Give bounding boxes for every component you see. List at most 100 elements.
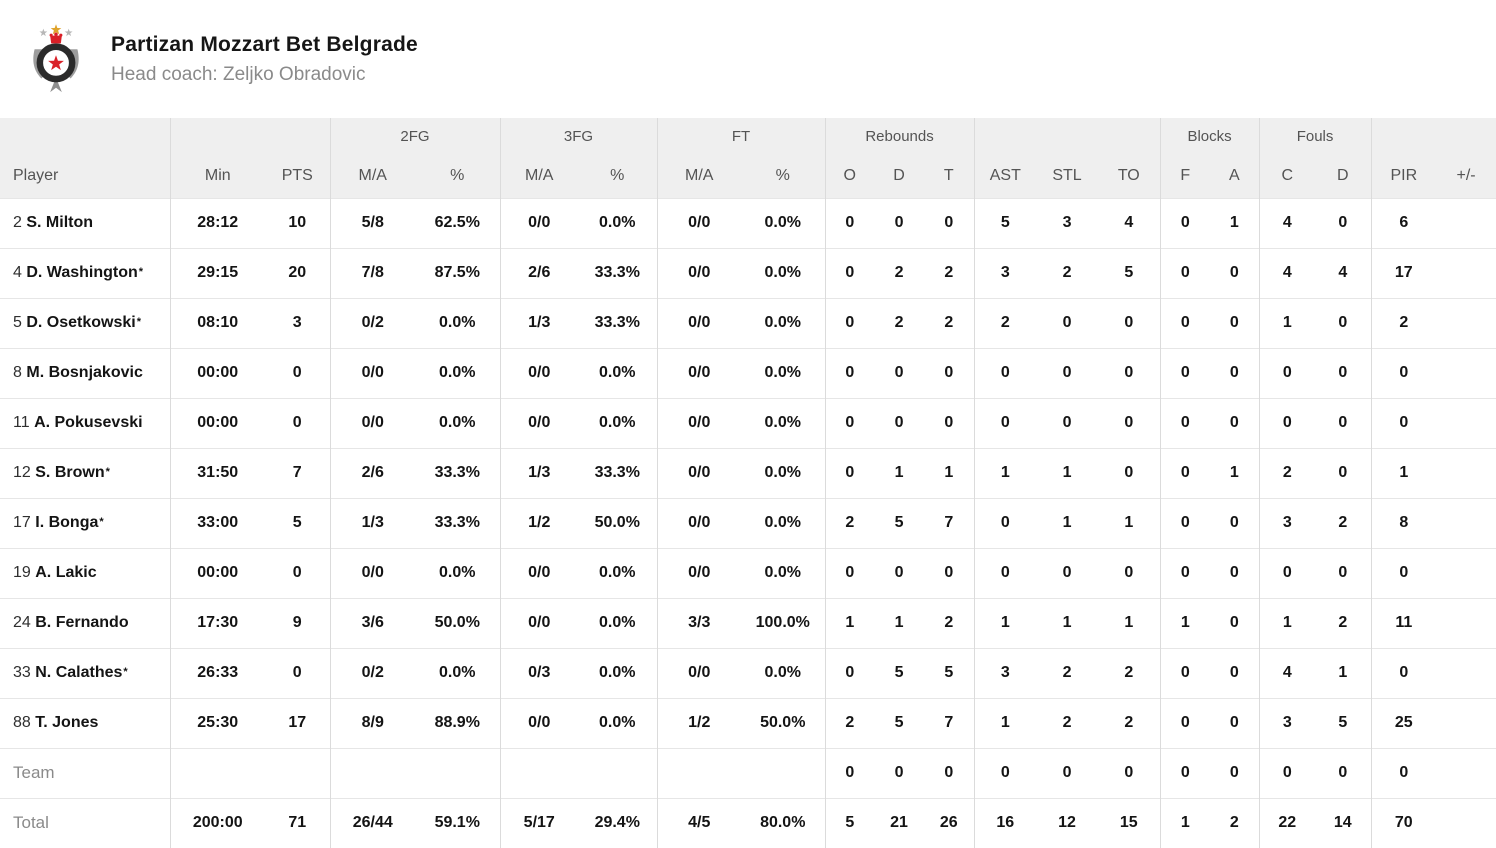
stat-reb-t: 0 [924,747,975,798]
stat-fg2-pct: 88.9% [415,697,500,748]
jersey-number: 12 [13,464,31,481]
col-foul-c: C [1258,155,1316,198]
col-foul-d: D [1315,155,1372,198]
stat-plus-minus [1436,497,1496,548]
stat-fg2-pct: 0.0% [415,397,500,448]
col-ft-ma: M/A [656,155,741,198]
stat-foul-c: 22 [1258,797,1316,848]
stat-fg3-pct: 29.4% [578,797,657,848]
stat-foul-c: 4 [1258,247,1316,298]
stat-plus-minus [1436,297,1496,348]
stat-plus-minus [1436,797,1496,848]
stat-fg3-pct: 0.0% [578,197,657,248]
stat-pir: 70 [1370,797,1437,848]
jersey-number: 5 [13,314,22,331]
stat-fg3-pct: 33.3% [578,297,657,348]
player-name: S. Brown [35,464,105,481]
stat-fg3-ma: 0/0 [499,547,578,598]
stat-stl: 2 [1036,697,1099,748]
jersey-number: 19 [13,564,31,581]
stat-ast: 0 [973,547,1037,598]
stat-fg3-ma: 0/3 [499,647,578,698]
stat-min: 33:00 [169,497,265,548]
stat-reb-t: 2 [924,247,975,298]
player-row: 24 B. Fernando 17:30 9 3/6 50.0% 0/0 0.0% 3/3 10… [0,597,1496,648]
player-cell: 5 D. Osetkowski* [0,297,170,348]
stat-blk-f: 0 [1159,547,1211,598]
stat-fg2-pct: 87.5% [415,247,500,298]
stat-ft-pct: 0.0% [741,547,826,598]
stat-foul-d: 0 [1315,197,1372,248]
stat-stl: 1 [1036,597,1099,648]
row-label-cell: Total [0,797,170,848]
stat-fg3-ma: 2/6 [499,247,578,298]
player-row: 17 I. Bonga* 33:00 5 1/3 33.3% 1/2 50.0% 0/0 0.0… [0,497,1496,548]
box-score-table: 2FG 3FG FT Rebounds Blocks Fouls Player … [0,118,1496,848]
starter-asterisk: * [138,266,144,278]
jersey-number: 11 [13,414,30,431]
stat-min: 08:10 [169,297,265,348]
group-player-spacer [0,118,170,155]
stat-fg2-pct [415,747,500,798]
stat-min: 26:33 [169,647,265,698]
group-ft: FT [656,118,826,155]
player-row: 88 T. Jones 25:30 17 8/9 88.9% 0/0 0.0% 1/2 50.0… [0,697,1496,748]
stat-reb-t: 7 [924,697,975,748]
stat-pir: 17 [1370,247,1437,298]
stat-reb-o: 0 [824,447,875,498]
stat-fg3-ma: 0/0 [499,347,578,398]
stat-ft-ma: 4/5 [656,797,741,848]
stat-reb-d: 5 [874,647,925,698]
stat-reb-d: 5 [874,497,925,548]
col-2fg-pct: % [415,155,500,198]
stat-reb-t: 1 [924,447,975,498]
stat-reb-d: 2 [874,247,925,298]
stat-to: 4 [1098,197,1161,248]
stat-to: 15 [1098,797,1161,848]
stat-pir: 0 [1370,547,1437,598]
stat-fg2-pct: 50.0% [415,597,500,648]
stat-pts: 10 [265,197,330,248]
col-to: TO [1098,155,1161,198]
stat-plus-minus [1436,247,1496,298]
stat-foul-c: 4 [1258,197,1316,248]
stat-foul-d: 5 [1315,697,1372,748]
stat-ft-ma: 0/0 [656,497,741,548]
stat-blk-a: 0 [1210,247,1260,298]
stat-reb-t: 26 [924,797,975,848]
stat-fg2-ma: 1/3 [329,497,415,548]
stat-blk-a: 0 [1210,347,1260,398]
group-blocks: Blocks [1159,118,1260,155]
stat-reb-o: 0 [824,397,875,448]
stat-foul-c: 0 [1258,747,1316,798]
stat-foul-d: 2 [1315,497,1372,548]
player-name: M. Bosnjakovic [26,364,143,381]
col-reb-o: O [824,155,875,198]
group-minpts-spacer [169,118,330,155]
jersey-number: 88 [13,714,31,731]
group-rebounds: Rebounds [824,118,975,155]
stat-ast: 0 [973,397,1037,448]
table-header: 2FG 3FG FT Rebounds Blocks Fouls Player … [0,118,1496,198]
stat-ft-pct: 0.0% [741,247,826,298]
stat-fg2-pct: 0.0% [415,347,500,398]
stat-foul-c: 2 [1258,447,1316,498]
stat-to: 0 [1098,347,1161,398]
stat-foul-d: 14 [1315,797,1372,848]
player-row: 11 A. Pokusevski 00:00 0 0/0 0.0% 0/0 0.0% 0/0 0… [0,397,1496,448]
col-blk-a: A [1210,155,1260,198]
stat-plus-minus [1436,747,1496,798]
stat-reb-d: 0 [874,547,925,598]
stat-reb-d: 5 [874,697,925,748]
stat-fg2-ma: 5/8 [329,197,415,248]
stat-fg3-ma [499,747,578,798]
stat-pir: 0 [1370,747,1437,798]
stat-foul-c: 0 [1258,397,1316,448]
player-cell: 24 B. Fernando [0,597,170,648]
player-name: A. Lakic [35,564,97,581]
total-row: Total 200:00 71 26/44 59.1% 5/17 29.4% 4/5 80.0%… [0,797,1496,848]
player-row: 33 N. Calathes* 26:33 0 0/2 0.0% 0/3 0.0% 0/0 0.… [0,647,1496,698]
stat-min [169,747,265,798]
player-row: 4 D. Washington* 29:15 20 7/8 87.5% 2/6 33.3% 0… [0,247,1496,298]
stat-ft-pct: 0.0% [741,447,826,498]
